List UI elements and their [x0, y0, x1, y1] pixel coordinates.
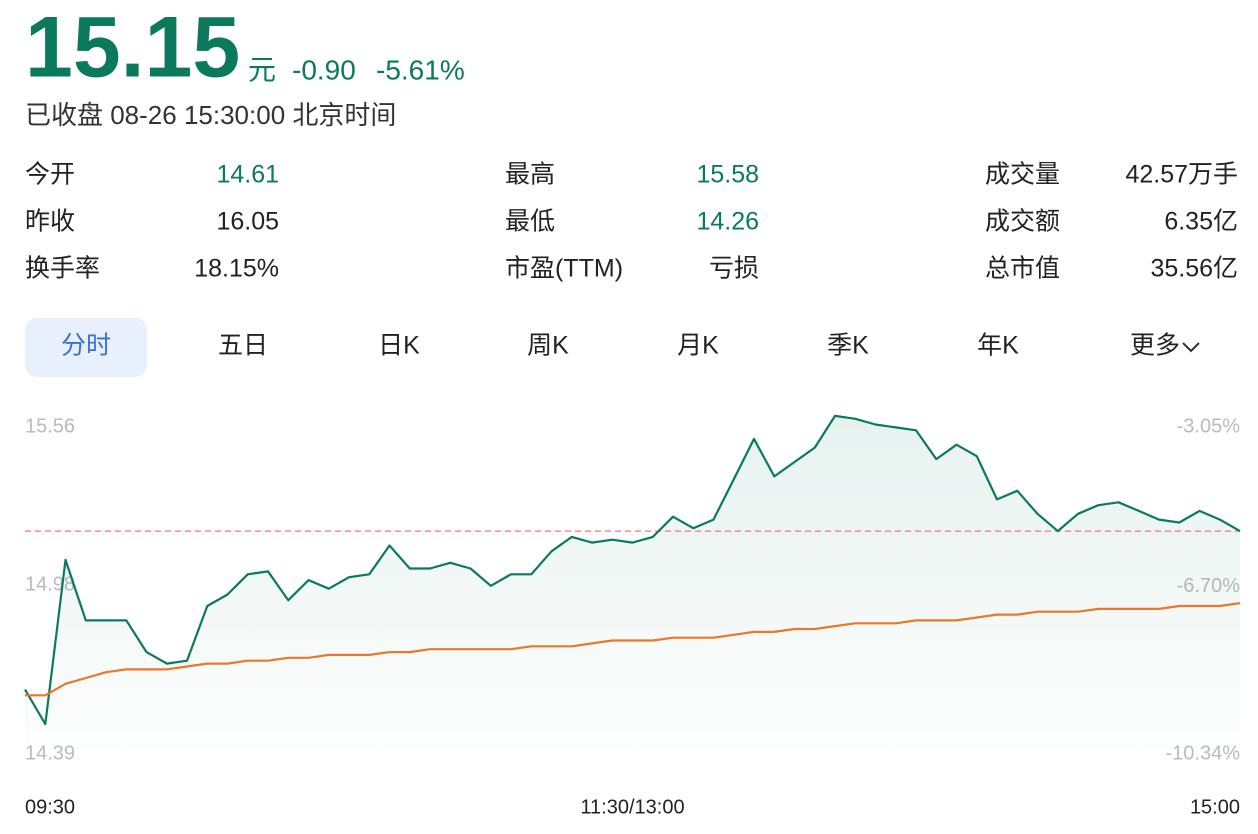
- price-line: [24, 414, 1241, 726]
- stat-label: 最低: [505, 208, 555, 236]
- stat-label: 昨收: [25, 208, 75, 236]
- tab[interactable]: 更多: [1130, 332, 1180, 360]
- intraday-chart: 15.5614.9814.39-3.05%-6.70%-10.34%09:301…: [24, 414, 1241, 818]
- price-change: -0.90: [292, 54, 356, 85]
- tab[interactable]: 年K: [977, 332, 1019, 360]
- stat-label: 换手率: [25, 255, 100, 283]
- tab[interactable]: 日K: [378, 332, 420, 360]
- tab[interactable]: 月K: [677, 332, 719, 360]
- stat-value: 6.35亿: [1164, 208, 1238, 236]
- tab[interactable]: 周K: [527, 332, 569, 360]
- x-tick-label: 11:30/13:00: [580, 796, 684, 818]
- price-change-percent: -5.61%: [376, 54, 465, 85]
- stat-label: 市盈(TTM): [505, 255, 623, 283]
- stat-label: 成交额: [985, 208, 1060, 236]
- stat-value: 42.57万手: [1125, 161, 1238, 189]
- stat-value: 14.26: [696, 208, 759, 236]
- x-tick-label: 09:30: [25, 796, 75, 818]
- tab[interactable]: 五日: [218, 332, 268, 360]
- x-tick-label: 15:00: [1190, 796, 1240, 818]
- stat-label: 成交量: [985, 161, 1060, 189]
- stat-value: 15.58: [696, 161, 759, 189]
- average-line: [25, 602, 1241, 697]
- y-tick-label: 15.56: [25, 415, 75, 437]
- more-chevron[interactable]: [1182, 342, 1200, 353]
- tab[interactable]: 季K: [827, 332, 869, 360]
- stat-value: 14.61: [216, 161, 279, 189]
- stat-value: 亏损: [709, 255, 759, 283]
- price-unit: 元: [248, 54, 276, 85]
- stat-label: 总市值: [985, 255, 1060, 283]
- stat-value: 35.56亿: [1150, 255, 1238, 283]
- y2-tick-label: -3.05%: [1177, 415, 1241, 437]
- tab[interactable]: 分时: [61, 332, 111, 360]
- stat-value: 16.05: [216, 208, 279, 236]
- price: 15.15: [25, 0, 240, 96]
- period-tabs: 分时 五日 日K 周K 月K 季K 年K 更多: [25, 318, 1180, 377]
- price-area: [25, 415, 1240, 750]
- stat-label: 今开: [25, 161, 75, 189]
- active-tab-bg[interactable]: [25, 318, 147, 377]
- stat-label: 最高: [505, 161, 555, 189]
- market-status: 已收盘 08-26 15:30:00 北京时间: [25, 100, 396, 130]
- stat-value: 18.15%: [194, 255, 279, 283]
